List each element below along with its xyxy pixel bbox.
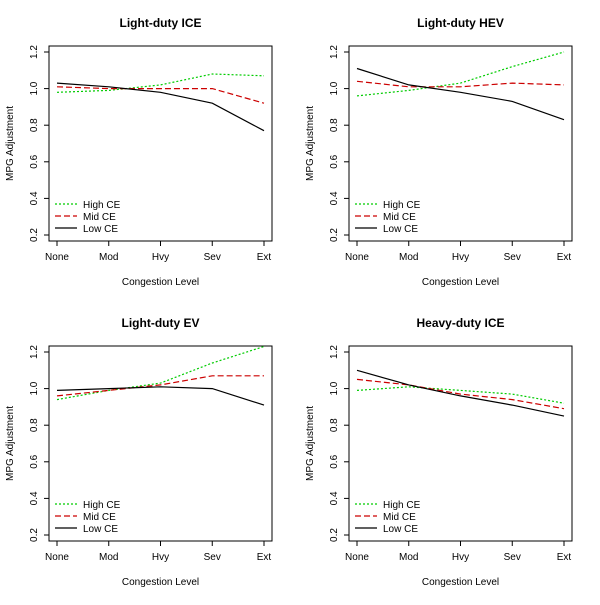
x-tick-label: Hvy bbox=[452, 552, 469, 563]
series-line bbox=[56, 86, 265, 104]
chart-title: Light-duty EV bbox=[122, 316, 200, 330]
y-tick-label: 0.8 bbox=[329, 418, 340, 432]
chart-panel: Light-duty HEV None Mod Hvy Sev Ext 0.2 0.4 0.6 0… bbox=[305, 16, 573, 288]
legend-label: High CE bbox=[383, 200, 421, 211]
y-tick-label: 0.2 bbox=[329, 528, 340, 542]
legend-label: Low CE bbox=[83, 224, 118, 235]
series-line bbox=[356, 80, 565, 88]
x-tick-label: Hvy bbox=[452, 252, 469, 263]
x-tick-label: None bbox=[345, 552, 369, 563]
x-tick-label: Sev bbox=[204, 252, 221, 263]
chart-title: Light-duty HEV bbox=[417, 16, 504, 30]
y-axis-label: MPG Adjustment bbox=[305, 406, 316, 481]
chart-title: Light-duty ICE bbox=[120, 16, 202, 30]
legend-label: Low CE bbox=[383, 524, 418, 535]
y-axis-label: MPG Adjustment bbox=[5, 406, 16, 481]
y-tick-label: 1.2 bbox=[329, 45, 340, 59]
x-axis-label: Congestion Level bbox=[422, 277, 499, 288]
x-tick-label: Sev bbox=[204, 552, 221, 563]
y-tick-label: 0.2 bbox=[29, 528, 40, 542]
series-line bbox=[356, 369, 565, 417]
series-line bbox=[356, 386, 565, 404]
x-tick-label: Mod bbox=[399, 552, 418, 563]
legend-label: High CE bbox=[83, 500, 121, 511]
y-tick-label: 0.6 bbox=[329, 154, 340, 168]
series-line bbox=[56, 386, 265, 406]
x-axis-label: Congestion Level bbox=[122, 277, 199, 288]
y-tick-label: 0.4 bbox=[329, 191, 340, 205]
y-tick-label: 0.2 bbox=[29, 228, 40, 242]
x-tick-label: Ext bbox=[557, 252, 572, 263]
series-line bbox=[356, 51, 565, 97]
x-tick-label: None bbox=[45, 252, 69, 263]
chart-panel: Light-duty EV None Mod Hvy Sev Ext 0.2 0.4 0.6 0.… bbox=[5, 316, 273, 588]
y-tick-label: 1.0 bbox=[29, 81, 40, 95]
y-tick-label: 1.2 bbox=[329, 345, 340, 359]
x-tick-label: None bbox=[45, 552, 69, 563]
x-tick-label: None bbox=[345, 252, 369, 263]
y-tick-label: 0.4 bbox=[29, 491, 40, 505]
x-tick-label: Mod bbox=[399, 252, 418, 263]
legend-label: Mid CE bbox=[83, 512, 116, 523]
y-tick-label: 1.0 bbox=[29, 381, 40, 395]
y-tick-label: 0.6 bbox=[29, 154, 40, 168]
x-tick-label: Hvy bbox=[152, 252, 169, 263]
y-tick-label: 1.0 bbox=[329, 81, 340, 95]
y-tick-label: 1.2 bbox=[29, 345, 40, 359]
x-axis-label: Congestion Level bbox=[122, 577, 199, 588]
legend-label: Mid CE bbox=[383, 512, 416, 523]
x-tick-label: Ext bbox=[257, 252, 272, 263]
legend-label: High CE bbox=[383, 500, 421, 511]
series-line bbox=[356, 67, 565, 121]
legend-label: Low CE bbox=[83, 524, 118, 535]
chart-panel: Heavy-duty ICE None Mod Hvy Sev Ext 0.2 0.4 0.6 0… bbox=[305, 316, 573, 588]
x-axis-label: Congestion Level bbox=[422, 577, 499, 588]
legend-label: Low CE bbox=[383, 224, 418, 235]
y-tick-label: 0.8 bbox=[29, 418, 40, 432]
x-tick-label: Sev bbox=[504, 552, 521, 563]
series-line bbox=[56, 345, 265, 401]
y-tick-label: 0.4 bbox=[329, 491, 340, 505]
series-line bbox=[56, 73, 265, 93]
legend-label: High CE bbox=[83, 200, 121, 211]
x-tick-label: Mod bbox=[99, 552, 118, 563]
y-tick-label: 0.4 bbox=[29, 191, 40, 205]
y-tick-label: 0.2 bbox=[329, 228, 340, 242]
x-tick-label: Hvy bbox=[152, 552, 169, 563]
x-tick-label: Ext bbox=[257, 552, 272, 563]
chart-panel: Light-duty ICE None Mod Hvy Sev Ext 0.2 0.4 0.6 0… bbox=[5, 16, 273, 288]
x-tick-label: Sev bbox=[504, 252, 521, 263]
y-tick-label: 0.8 bbox=[329, 118, 340, 132]
x-tick-label: Ext bbox=[557, 552, 572, 563]
y-tick-label: 1.0 bbox=[329, 381, 340, 395]
y-tick-label: 0.6 bbox=[329, 454, 340, 468]
y-tick-label: 0.8 bbox=[29, 118, 40, 132]
x-tick-label: Mod bbox=[99, 252, 118, 263]
y-axis-label: MPG Adjustment bbox=[5, 106, 16, 181]
series-line bbox=[56, 82, 265, 132]
legend-label: Mid CE bbox=[83, 212, 116, 223]
chart-title: Heavy-duty ICE bbox=[416, 316, 504, 330]
y-tick-label: 0.6 bbox=[29, 454, 40, 468]
y-axis-label: MPG Adjustment bbox=[305, 106, 316, 181]
legend-label: Mid CE bbox=[383, 212, 416, 223]
series-line bbox=[56, 375, 264, 397]
series-line bbox=[356, 378, 565, 410]
y-tick-label: 1.2 bbox=[29, 45, 40, 59]
